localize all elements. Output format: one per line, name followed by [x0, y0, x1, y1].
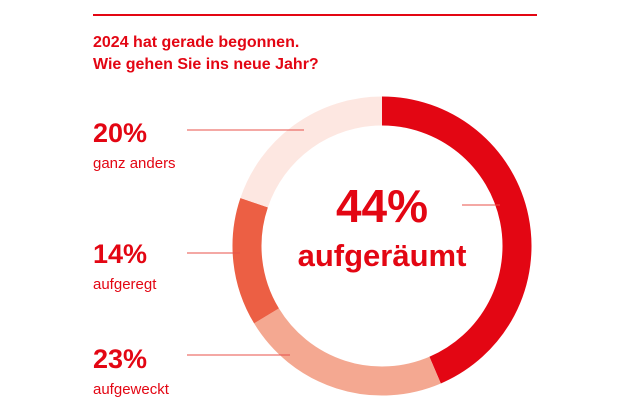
- donut-segment: [240, 96, 383, 208]
- category-label: aufgeregt: [93, 276, 157, 293]
- category-label: aufgeräumt: [298, 238, 467, 273]
- value-label: 23%: [93, 344, 147, 374]
- value-label: 20%: [93, 118, 147, 148]
- category-label: ganz anders: [93, 155, 176, 172]
- chart-title: 2024 hat gerade begonnen.: [93, 34, 299, 51]
- donut-segment: [381, 96, 532, 384]
- category-label: aufgeweckt: [93, 381, 170, 398]
- donut-segment: [254, 308, 441, 396]
- value-label: 44%: [336, 180, 428, 232]
- value-label: 14%: [93, 239, 147, 269]
- donut-segment: [232, 198, 280, 324]
- chart-title: Wie gehen Sie ins neue Jahr?: [93, 56, 319, 73]
